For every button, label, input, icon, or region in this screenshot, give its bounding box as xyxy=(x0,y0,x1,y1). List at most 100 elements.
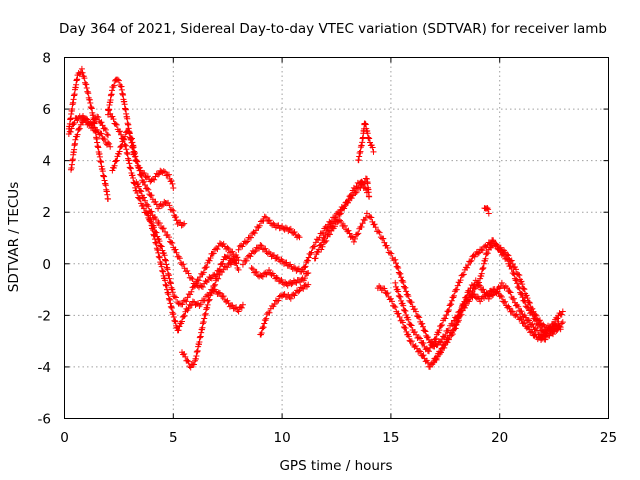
data-point xyxy=(464,264,471,271)
data-point xyxy=(448,297,455,304)
data-point xyxy=(417,348,424,355)
data-point xyxy=(185,270,192,277)
data-point xyxy=(446,302,453,309)
data-point xyxy=(554,322,561,329)
data-point xyxy=(239,261,246,268)
data-point xyxy=(181,265,188,272)
data-point xyxy=(400,283,407,290)
data-point xyxy=(350,184,357,191)
data-point xyxy=(518,308,525,315)
data-point xyxy=(461,304,468,311)
data-point xyxy=(503,255,510,262)
data-point xyxy=(232,257,239,264)
data-point xyxy=(74,131,81,138)
data-point xyxy=(132,184,139,191)
data-point xyxy=(172,246,179,253)
data-point xyxy=(402,324,409,331)
data-point xyxy=(152,216,159,223)
data-point xyxy=(224,264,231,271)
data-point xyxy=(403,288,410,295)
data-point xyxy=(257,241,264,248)
data-point xyxy=(348,233,355,240)
series-track-7 xyxy=(133,178,242,291)
data-point xyxy=(248,264,255,271)
data-point xyxy=(253,268,260,275)
data-point xyxy=(175,253,182,260)
data-point xyxy=(506,288,513,295)
data-point xyxy=(229,302,236,309)
data-point xyxy=(216,289,223,296)
data-point xyxy=(539,327,546,334)
data-point xyxy=(200,269,207,276)
data-point xyxy=(107,143,114,150)
data-point xyxy=(376,229,383,236)
data-point xyxy=(225,245,232,252)
data-point xyxy=(278,256,285,263)
data-point xyxy=(515,303,522,310)
data-point xyxy=(485,210,492,217)
data-point xyxy=(165,234,172,241)
data-point xyxy=(235,308,242,315)
data-point xyxy=(478,273,485,280)
data-point xyxy=(158,224,165,231)
data-point xyxy=(198,283,205,290)
data-point xyxy=(106,140,113,147)
data-point xyxy=(171,317,178,324)
y-tick-label: 0 xyxy=(42,257,51,273)
data-point xyxy=(235,246,242,253)
data-point xyxy=(362,185,369,192)
y-tick-labels: -6 -4 -2 0 2 4 6 8 xyxy=(38,51,51,428)
data-point xyxy=(102,126,109,133)
data-point xyxy=(214,246,221,253)
data-point xyxy=(445,336,452,343)
data-point xyxy=(266,217,273,224)
data-point xyxy=(441,344,448,351)
data-point xyxy=(395,310,402,317)
chart-title: Day 364 of 2021, Sidereal Day-to-day VTE… xyxy=(59,21,607,37)
data-point xyxy=(388,250,395,257)
data-point xyxy=(395,292,402,299)
data-point xyxy=(397,270,404,277)
data-point xyxy=(118,131,125,138)
data-point xyxy=(199,283,206,290)
data-point xyxy=(173,249,180,256)
data-point xyxy=(169,239,176,246)
data-point xyxy=(270,220,277,227)
data-point xyxy=(248,234,255,241)
data-point xyxy=(197,301,204,308)
data-point xyxy=(229,248,236,255)
data-point xyxy=(261,213,268,220)
data-point xyxy=(492,240,499,247)
data-point xyxy=(507,289,514,296)
y-axis-label: SDTVAR / TECUs xyxy=(6,182,22,292)
x-axis-label: GPS time / hours xyxy=(279,458,392,474)
data-point xyxy=(134,180,141,187)
data-point xyxy=(416,314,423,321)
data-point xyxy=(111,82,118,89)
data-point xyxy=(116,128,123,135)
data-point xyxy=(405,316,412,323)
data-point xyxy=(114,76,121,83)
data-point xyxy=(98,119,105,126)
data-point xyxy=(345,197,352,204)
data-point xyxy=(384,244,391,251)
data-point xyxy=(416,347,423,354)
x-tick-label: 20 xyxy=(491,430,508,446)
data-point xyxy=(448,332,455,339)
series-track-17 xyxy=(355,120,377,164)
data-point xyxy=(559,308,566,315)
data-point xyxy=(395,288,402,295)
data-point xyxy=(375,228,382,235)
data-point xyxy=(155,171,162,178)
data-point xyxy=(278,276,285,283)
data-point xyxy=(312,255,319,262)
data-point xyxy=(149,175,156,182)
data-point xyxy=(273,274,280,281)
data-point xyxy=(362,214,369,221)
data-point xyxy=(498,279,505,286)
data-point xyxy=(238,304,245,311)
data-point xyxy=(291,229,298,236)
data-point xyxy=(170,207,177,214)
data-point xyxy=(190,361,197,368)
